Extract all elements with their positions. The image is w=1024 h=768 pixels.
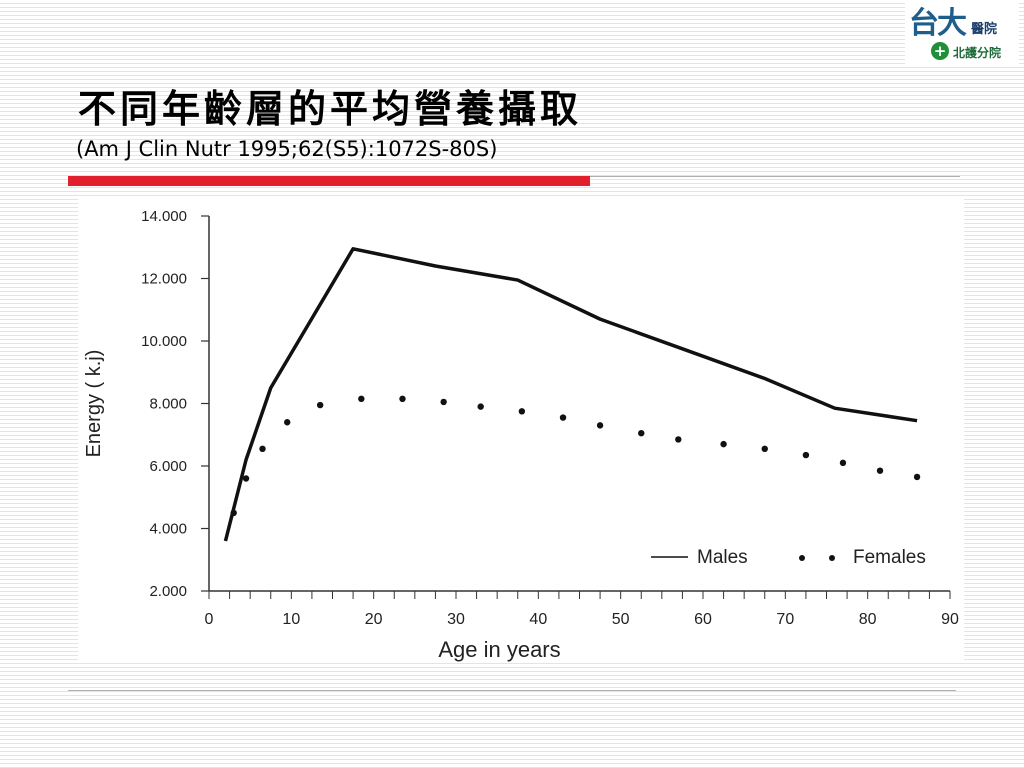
logo-bottom-text: 北護分院 xyxy=(953,46,1002,60)
legend-females-label: Females xyxy=(853,547,926,568)
series-point-females xyxy=(518,408,526,415)
series-point-females xyxy=(399,395,406,403)
x-tick-label: 30 xyxy=(447,611,465,628)
logo-top-text: 醫院 xyxy=(971,22,998,37)
series-point-females xyxy=(802,451,810,459)
series-point-females xyxy=(761,445,768,453)
medical-cross-icon: + xyxy=(931,42,949,60)
y-tick-label: 4.000 xyxy=(149,521,187,538)
x-tick-label: 50 xyxy=(612,611,630,628)
x-tick-label: 10 xyxy=(282,611,300,628)
x-axis-label: Age in years xyxy=(438,637,560,662)
series-point-females xyxy=(839,459,847,467)
series-point-females xyxy=(230,509,237,517)
series-point-females xyxy=(638,429,645,437)
x-tick-label: 80 xyxy=(859,611,877,628)
series-point-females xyxy=(675,436,682,443)
hospital-logo: 台大 醫院 + 北護分院 xyxy=(905,0,1019,66)
series-point-females xyxy=(596,422,604,429)
footer-divider-line xyxy=(68,690,956,691)
chart-area: 2.000 4.000 6.000 8.000 10.000 12.000 14.000 0 1… xyxy=(78,198,964,662)
x-tick-label: 70 xyxy=(776,611,794,628)
series-point-females xyxy=(876,467,884,474)
x-tick-label: 60 xyxy=(694,611,712,628)
y-tick-label: 8.000 xyxy=(149,396,187,413)
slide-title: 不同年齡層的平均營養攝取 xyxy=(78,86,583,131)
series-point-females xyxy=(259,445,266,453)
series-point-females xyxy=(242,475,250,482)
x-tick-label: 0 xyxy=(205,611,214,628)
y-tick-label: 2.000 xyxy=(149,583,187,600)
legend-females-swatch xyxy=(829,555,835,561)
x-tick-label: 40 xyxy=(529,611,547,628)
title-accent-bar xyxy=(68,176,590,186)
energy-intake-chart: 2.000 4.000 6.000 8.000 10.000 12.000 14.000 0 1… xyxy=(83,208,959,662)
y-tick-label: 6.000 xyxy=(149,458,187,475)
x-tick-label: 20 xyxy=(365,611,383,628)
y-tick-label: 14.000 xyxy=(141,208,187,225)
series-line-males xyxy=(223,247,918,542)
series-point-females xyxy=(720,440,727,448)
y-axis-label: Energy ( k.j) xyxy=(83,350,105,458)
series-point-females xyxy=(559,414,567,421)
series-point-females xyxy=(358,395,365,403)
y-tick-label: 10.000 xyxy=(141,333,187,350)
series-point-females xyxy=(284,419,291,426)
y-tick-label: 12.000 xyxy=(141,271,187,288)
x-tick-label: 90 xyxy=(941,611,959,628)
series-point-females xyxy=(316,401,324,409)
title-divider-line xyxy=(590,176,960,177)
legend-males-label: Males xyxy=(697,547,748,568)
series-point-females xyxy=(477,403,484,410)
logo-main-text: 台大 xyxy=(909,6,967,41)
legend-females-swatch xyxy=(799,555,805,561)
series-point-females xyxy=(440,398,447,406)
series-point-females xyxy=(913,473,921,481)
citation: (Am J Clin Nutr 1995;62(S5):1072S-80S) xyxy=(76,137,498,161)
